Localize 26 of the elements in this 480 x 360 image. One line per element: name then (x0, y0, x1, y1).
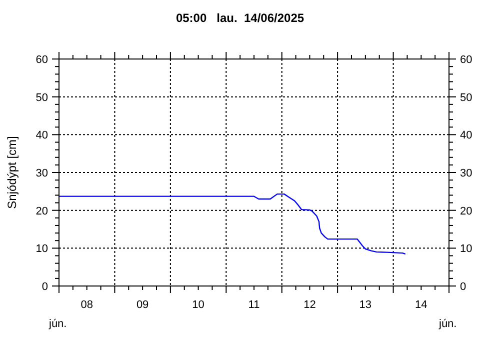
y-tick-label: 0 (42, 281, 48, 293)
y2-tick-label: 50 (460, 92, 472, 104)
x-tick-label: 13 (359, 299, 372, 311)
x-tick-label: 12 (304, 299, 316, 311)
text: jún. (48, 318, 67, 330)
y-tick-label: 10 (36, 243, 48, 256)
y2-tick-label: 0 (460, 281, 466, 293)
y-tick-label: 30 (36, 168, 48, 180)
y-tick-label: 60 (36, 54, 48, 66)
y2-tick-label: 60 (460, 54, 472, 66)
x-tick-label: 14 (415, 299, 428, 311)
y2-tick-label: 40 (460, 130, 472, 142)
chart-title: 05:00 lau. 14/06/2025 (176, 11, 304, 25)
x-tick-label: 10 (192, 299, 204, 311)
y-tick-label: 50 (36, 92, 48, 104)
y-axis-title: Snjódýpt [cm] (5, 136, 19, 209)
y-tick-label: 40 (36, 130, 48, 142)
y-tick-label: 20 (36, 205, 48, 218)
text: jún. (438, 318, 457, 330)
line-series (58, 193, 406, 254)
x-tick-label: 09 (136, 299, 149, 311)
y2-tick-label: 20 (460, 205, 472, 218)
x-tick-label: 11 (248, 299, 260, 311)
y2-tick-label: 30 (460, 168, 472, 180)
x-tick-label: 08 (80, 299, 93, 311)
y2-tick-label: 10 (460, 243, 472, 256)
